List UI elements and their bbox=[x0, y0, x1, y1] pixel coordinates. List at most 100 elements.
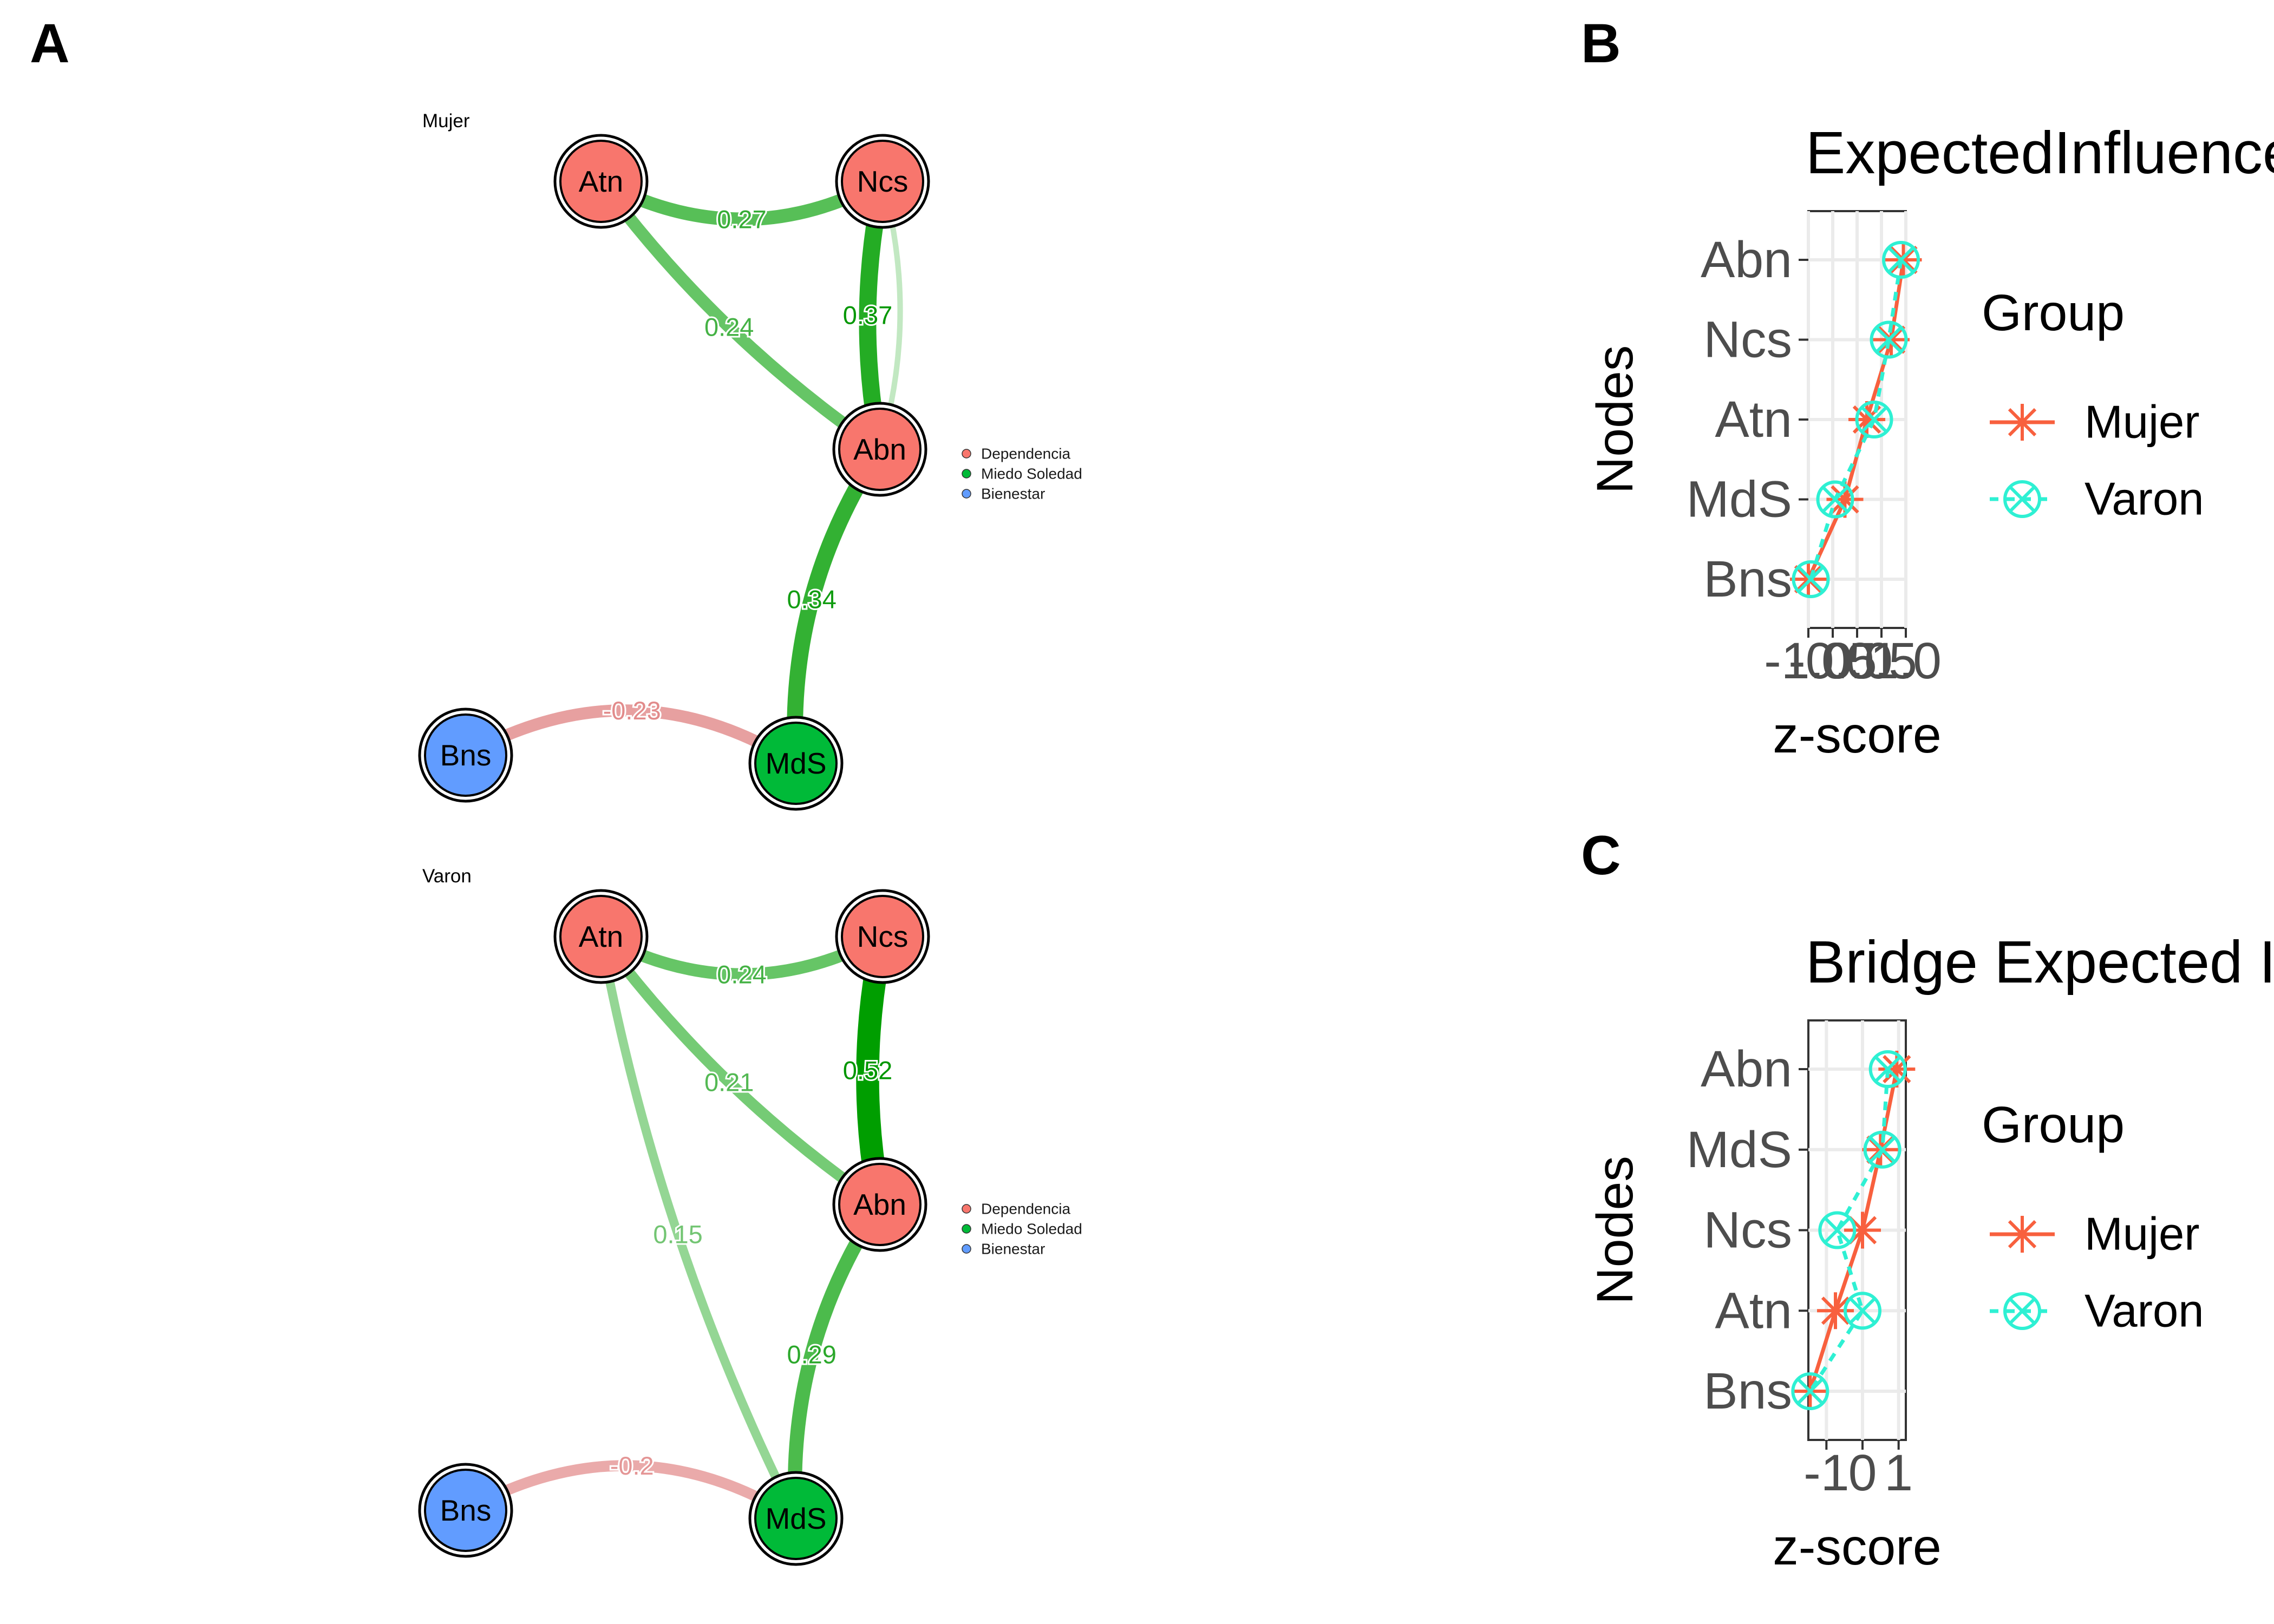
data-point-varon bbox=[1816, 480, 1854, 519]
x-axis-title: z-score bbox=[1773, 1518, 1941, 1576]
panel-c-label: C bbox=[1581, 824, 1621, 886]
node-label: Bns bbox=[440, 1494, 492, 1527]
network-edge bbox=[596, 933, 883, 1209]
plot-title: Bridge Expected I bbox=[1806, 929, 2274, 996]
edge-weight-label: 0.34 bbox=[787, 585, 836, 614]
data-point-varon bbox=[1791, 1372, 1829, 1410]
network-node-bns: Bns bbox=[418, 708, 513, 803]
legend-key-mujer bbox=[1990, 1216, 2055, 1253]
edge-weight-label: 0.27 bbox=[717, 205, 766, 234]
data-point-mujer bbox=[1848, 401, 1885, 438]
point-marker bbox=[2009, 486, 2036, 513]
legend-key-mujer bbox=[1990, 404, 2055, 441]
plot-legend: Group Mujer Varon bbox=[1982, 284, 2204, 525]
node-circle bbox=[841, 895, 924, 978]
data-point-varon bbox=[1855, 401, 1893, 438]
network-title: Varon bbox=[422, 866, 472, 887]
point-marker bbox=[1821, 486, 1849, 513]
data-point-varon bbox=[1863, 1130, 1901, 1169]
legend-label: Dependencia bbox=[981, 446, 1070, 462]
legend-swatch bbox=[962, 489, 971, 499]
series-line-varon bbox=[1808, 1069, 1890, 1392]
point-marker bbox=[1868, 1050, 1907, 1088]
data-point-mujer bbox=[1826, 481, 1864, 518]
node-circle bbox=[424, 1469, 507, 1552]
data-point-mujer bbox=[1873, 321, 1910, 358]
network-legend: Dependencia Miedo Soledad Bienestar bbox=[962, 1201, 1082, 1258]
node-circle bbox=[838, 1163, 922, 1246]
point-marker bbox=[1874, 1056, 1901, 1083]
legend-swatch bbox=[962, 1224, 971, 1234]
y-tick-label: MdS bbox=[1687, 471, 1792, 528]
data-point-mujer bbox=[1790, 561, 1827, 598]
edge-weight-label: 0.24 bbox=[704, 313, 754, 342]
x-tick-label: 0.0 bbox=[1821, 632, 1893, 690]
legend-label: Bienestar bbox=[981, 486, 1045, 502]
node-label: Atn bbox=[579, 920, 624, 953]
edge-weight-label: 0.29 bbox=[787, 1340, 836, 1369]
legend-label: Dependencia bbox=[981, 1201, 1070, 1217]
x-tick-label: -1 bbox=[1803, 1444, 1849, 1502]
point-marker bbox=[1821, 1296, 1850, 1325]
edge-weight-label: -0.2 bbox=[610, 1451, 654, 1480]
y-tick-label: Atn bbox=[1715, 391, 1792, 448]
point-marker bbox=[1855, 401, 1893, 438]
node-circle bbox=[841, 140, 924, 223]
data-point-varon bbox=[1868, 1050, 1907, 1088]
node-label: Ncs bbox=[857, 920, 909, 953]
y-axis-title: Nodes bbox=[1586, 1156, 1644, 1305]
edge-weight-label: 0.37 bbox=[843, 301, 892, 330]
plot-title: ExpectedInfluence bbox=[1806, 120, 2274, 186]
point-marker bbox=[1824, 1216, 1851, 1244]
point-marker bbox=[2003, 480, 2041, 518]
point-marker bbox=[1870, 320, 1908, 359]
node-circle bbox=[424, 713, 507, 797]
point-marker bbox=[2008, 1220, 2037, 1249]
y-tick-label: MdS bbox=[1687, 1121, 1792, 1178]
x-axis-title: z-score bbox=[1773, 706, 1941, 764]
node-label: Ncs bbox=[857, 165, 909, 198]
legend-key-varon bbox=[1990, 480, 2055, 518]
node-label: Bns bbox=[440, 738, 492, 772]
edge-weight-label: 0.52 bbox=[843, 1056, 892, 1085]
legend-label: Miedo Soledad bbox=[981, 466, 1082, 482]
legend-swatch bbox=[962, 1204, 971, 1214]
centrality-plots: ExpectedInfluence Abn Ncs Atn MdS Bns -1.0-0.5… bbox=[1586, 120, 2274, 1576]
network-edge bbox=[596, 178, 884, 455]
network-node-ncs: Ncs bbox=[835, 889, 930, 984]
data-point-mujer bbox=[1817, 1292, 1854, 1330]
y-tick-label: Atn bbox=[1715, 1282, 1792, 1339]
node-circle bbox=[838, 408, 922, 491]
network-node-abn: Abn bbox=[832, 1157, 927, 1252]
y-tick-label: Ncs bbox=[1703, 1202, 1792, 1259]
edge-weight-label: 0.15 bbox=[653, 1220, 702, 1249]
point-marker bbox=[1863, 1130, 1901, 1169]
network-node-ncs: Ncs bbox=[835, 134, 930, 229]
network-node-atn: Atn bbox=[553, 889, 649, 984]
network-node-mds: MdS bbox=[748, 716, 844, 811]
x-tick-label: 1 bbox=[1884, 1444, 1913, 1502]
legend-label: Mujer bbox=[2084, 397, 2200, 448]
series-line-varon bbox=[1809, 259, 1903, 580]
data-point-mujer bbox=[1885, 241, 1922, 278]
x-tick-label: 1.0 bbox=[1870, 632, 1942, 690]
network-node-bns: Bns bbox=[418, 1463, 513, 1558]
point-marker bbox=[1797, 566, 1825, 593]
legend-key-varon bbox=[1990, 1292, 2055, 1330]
network-node-mds: MdS bbox=[748, 1471, 844, 1566]
x-tick-label: -0.5 bbox=[1788, 632, 1877, 690]
point-marker bbox=[2008, 408, 2037, 437]
network-node-abn: Abn bbox=[832, 402, 927, 497]
y-tick-label: Abn bbox=[1701, 1040, 1792, 1098]
x-tick-label: -1.0 bbox=[1764, 632, 1853, 690]
network-node-atn: Atn bbox=[553, 134, 649, 229]
y-tick-label: Bns bbox=[1703, 551, 1792, 608]
network-edge bbox=[463, 1460, 799, 1523]
network-edge bbox=[596, 935, 800, 1521]
data-point-varon bbox=[1844, 1292, 1881, 1330]
node-circle bbox=[559, 895, 643, 978]
data-point-varon bbox=[1818, 1211, 1857, 1249]
